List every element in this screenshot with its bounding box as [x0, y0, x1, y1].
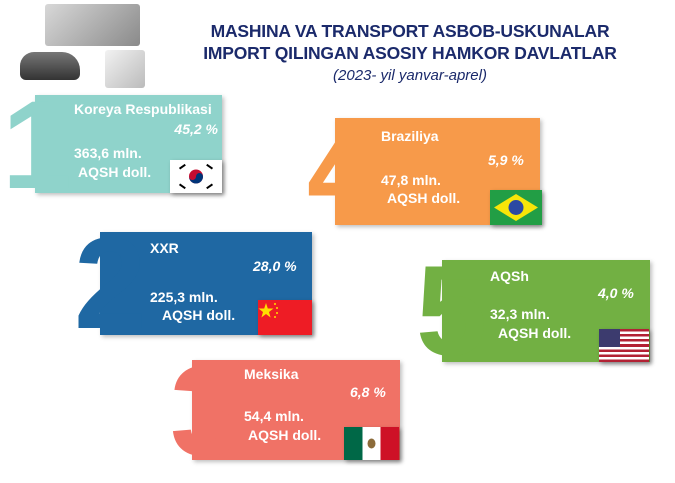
country-name: Meksika — [244, 366, 299, 382]
machinery-photos — [15, 0, 155, 90]
usa-flag-icon — [599, 329, 649, 362]
rank-number: 3 — [170, 340, 242, 483]
import-value: 32,3 mln. — [490, 306, 550, 322]
import-unit: AQSH doll. — [78, 164, 152, 180]
import-value: 47,8 mln. — [381, 172, 441, 188]
mexico-flag-icon — [344, 427, 399, 460]
share-percent: 28,0 % — [253, 258, 297, 274]
import-unit: AQSH doll. — [387, 190, 461, 206]
title-line-1: MASHINA VA TRANSPORT ASBOB-USKUNALAR — [210, 21, 610, 41]
share-percent: 5,9 % — [488, 152, 524, 168]
south-korea-flag-icon — [170, 160, 222, 193]
import-value: 54,4 mln. — [244, 408, 304, 424]
equipment-image — [105, 50, 145, 88]
page-subtitle: (2023- yil yanvar-aprel) — [333, 67, 487, 84]
import-unit: AQSH doll. — [162, 307, 236, 323]
title-line-2: IMPORT QILINGAN ASOSIY HAMKOR DAVLATLAR — [203, 43, 617, 63]
import-unit: AQSH doll. — [248, 427, 322, 443]
share-percent: 6,8 % — [350, 384, 386, 400]
import-value: 225,3 mln. — [150, 289, 218, 305]
rank-number: 4 — [307, 101, 377, 240]
page-title: MASHINA VA TRANSPORT ASBOB-USKUNALAR IMP… — [150, 20, 670, 64]
import-unit: AQSH doll. — [498, 325, 572, 341]
machine-image — [45, 4, 140, 46]
rank-number: 1 — [2, 76, 72, 215]
country-name: AQSh — [490, 268, 529, 284]
country-name: Braziliya — [381, 128, 439, 144]
brazil-flag-icon — [490, 190, 542, 225]
china-flag-icon — [258, 300, 312, 335]
country-name: XXR — [150, 240, 179, 256]
import-value: 363,6 mln. — [74, 145, 142, 161]
share-percent: 4,0 % — [598, 285, 634, 301]
rank-number: 5 — [416, 240, 488, 383]
share-percent: 45,2 % — [174, 121, 218, 137]
rank-number: 2 — [74, 210, 147, 356]
country-name: Koreya Respublikasi — [74, 101, 212, 117]
car-image — [20, 52, 80, 80]
